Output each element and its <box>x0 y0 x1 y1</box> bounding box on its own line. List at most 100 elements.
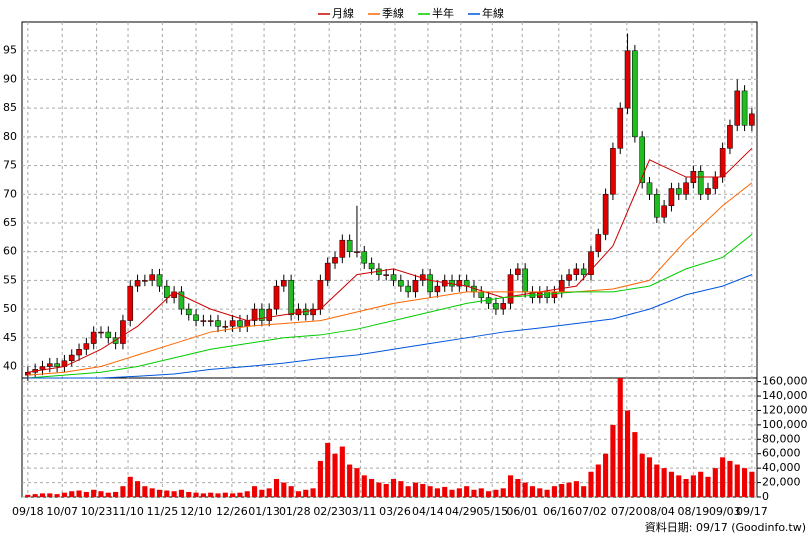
volume-bar <box>252 486 258 497</box>
candle-body <box>346 239 353 252</box>
y-tick-label: 50 <box>3 302 17 315</box>
volume-bar <box>486 491 492 497</box>
x-tick-label: 12/10 <box>180 505 212 518</box>
legend-label: 季線 <box>382 6 404 20</box>
x-tick-label: 05/15 <box>476 505 508 518</box>
volume-tick-label: 160,000 <box>762 375 808 388</box>
volume-bar <box>164 490 170 497</box>
moving-average-line <box>27 182 753 376</box>
volume-bar <box>529 486 536 497</box>
volume-bar <box>273 478 280 497</box>
volume-bar <box>317 460 323 497</box>
candle-body <box>646 182 653 195</box>
candle-body <box>507 274 514 304</box>
volume-bar <box>200 493 206 497</box>
volume-bar <box>156 489 163 497</box>
candle-body <box>653 194 660 218</box>
x-tick-label: 09/17 <box>736 505 768 518</box>
volume-tick-label: 80,000 <box>762 432 801 445</box>
candle-body <box>368 262 375 270</box>
volume-tick-label: 0 <box>762 490 769 503</box>
candle-body <box>610 148 616 195</box>
volume-tick-label: 40,000 <box>762 461 801 474</box>
volume-bar <box>712 468 718 497</box>
candle-body <box>478 291 485 298</box>
y-tick-label: 40 <box>3 360 17 373</box>
volume-bar <box>237 492 243 497</box>
volume-bar <box>720 457 726 497</box>
volume-bar <box>595 464 601 497</box>
legend-label: 月線 <box>332 6 354 20</box>
candle-body <box>551 291 558 298</box>
volume-bar <box>632 432 638 497</box>
candle-body <box>251 308 258 321</box>
candle-body <box>193 314 199 321</box>
candle-body <box>178 291 185 310</box>
candle-body <box>339 239 346 258</box>
candle-body <box>580 268 587 275</box>
volume-bar <box>32 494 38 497</box>
volume-bar <box>742 468 748 497</box>
moving-average-line <box>27 274 753 379</box>
volume-bar <box>120 486 126 497</box>
candle-body <box>273 285 280 310</box>
volume-bar <box>390 478 397 497</box>
x-tick-label: 12/26 <box>216 505 248 518</box>
volume-bar <box>581 486 587 497</box>
candle-body <box>332 257 338 264</box>
candle-body <box>463 280 470 287</box>
volume-bar <box>690 475 696 497</box>
volume-bar <box>76 490 82 497</box>
volume-bar <box>683 478 689 497</box>
candle-body <box>98 331 104 334</box>
volume-bar <box>449 489 455 497</box>
x-tick-label: 04/14 <box>412 505 444 518</box>
volume-bar <box>127 476 133 497</box>
volume-bar <box>149 488 155 497</box>
volume-bar <box>603 453 609 497</box>
candle-body <box>727 125 733 149</box>
volume-bar <box>500 488 506 497</box>
x-tick-label: 01/13 <box>248 505 280 518</box>
candle-body <box>705 188 711 195</box>
volume-bar <box>142 486 148 497</box>
x-tick-label: 11/10 <box>112 505 144 518</box>
y-tick-label: 55 <box>3 273 17 286</box>
x-tick-label: 11/25 <box>147 505 179 518</box>
candle-body <box>281 280 287 287</box>
candle-body <box>39 366 46 370</box>
candle-body <box>734 90 741 126</box>
candle-body <box>558 280 565 293</box>
candle-body <box>200 320 207 322</box>
candle-body <box>683 182 689 195</box>
candle-body <box>522 268 528 293</box>
volume-bar <box>654 464 660 497</box>
candle-body <box>68 354 75 362</box>
volume-bar <box>588 471 594 497</box>
candle-body <box>383 274 390 276</box>
candle-body <box>229 320 236 327</box>
candle-body <box>54 363 60 367</box>
candle-body <box>90 331 97 344</box>
candle-body <box>120 320 126 344</box>
candle-body <box>697 171 704 195</box>
candle-body <box>719 148 726 178</box>
y-tick-label: 70 <box>3 187 17 200</box>
volume-bar <box>551 486 557 497</box>
x-tick-label: 10/07 <box>46 505 78 518</box>
volume-bar <box>434 488 440 497</box>
volume-bar <box>515 478 521 497</box>
legend-label: 年線 <box>482 6 504 20</box>
volume-bar <box>698 471 704 497</box>
volume-bar <box>61 492 67 497</box>
volume-tick-label: 140,000 <box>762 389 808 402</box>
candle-body <box>185 308 192 316</box>
x-tick-label: 03/26 <box>379 505 411 518</box>
y-tick-label: 95 <box>3 44 17 57</box>
candle-body <box>354 251 360 253</box>
x-tick-label: 09/03 <box>709 505 741 518</box>
volume-bar <box>193 492 199 497</box>
volume-bar <box>113 491 119 497</box>
volume-bar <box>405 486 411 497</box>
